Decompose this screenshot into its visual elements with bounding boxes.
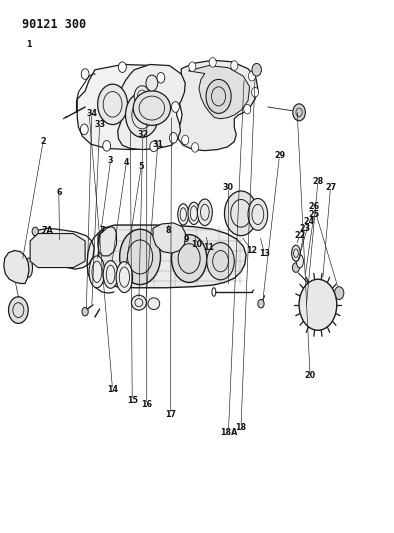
Text: 8: 8 <box>166 226 171 235</box>
Text: 13: 13 <box>259 249 270 259</box>
Circle shape <box>299 279 337 330</box>
Text: 18: 18 <box>235 423 247 432</box>
Circle shape <box>171 102 179 112</box>
Ellipse shape <box>248 198 268 230</box>
Circle shape <box>244 104 251 114</box>
Ellipse shape <box>296 255 303 268</box>
Polygon shape <box>118 64 185 150</box>
Circle shape <box>225 191 257 236</box>
Text: 23: 23 <box>299 224 310 233</box>
Polygon shape <box>188 66 250 119</box>
Text: 10: 10 <box>191 240 203 249</box>
Circle shape <box>252 87 258 97</box>
Circle shape <box>249 71 255 81</box>
Ellipse shape <box>197 199 212 225</box>
Text: 4: 4 <box>124 158 129 167</box>
Circle shape <box>126 93 158 138</box>
Circle shape <box>119 62 126 72</box>
Circle shape <box>120 229 160 285</box>
Circle shape <box>150 141 158 152</box>
Circle shape <box>293 104 305 121</box>
Text: 29: 29 <box>274 151 285 160</box>
Text: 15: 15 <box>127 396 138 405</box>
Polygon shape <box>153 223 186 253</box>
Circle shape <box>146 75 158 91</box>
Text: 27: 27 <box>325 183 336 192</box>
Circle shape <box>302 308 310 319</box>
Circle shape <box>292 263 299 272</box>
Text: 32: 32 <box>137 130 149 139</box>
Circle shape <box>189 62 196 71</box>
Circle shape <box>157 72 165 83</box>
Circle shape <box>258 300 264 308</box>
Text: 17: 17 <box>165 410 176 419</box>
Text: 20: 20 <box>305 371 316 380</box>
Text: 30: 30 <box>223 183 234 192</box>
Polygon shape <box>34 228 94 269</box>
Circle shape <box>103 141 111 151</box>
Ellipse shape <box>26 258 32 277</box>
Text: 14: 14 <box>107 385 118 394</box>
Circle shape <box>252 63 261 76</box>
Circle shape <box>171 235 207 282</box>
Circle shape <box>169 133 177 143</box>
Text: 1: 1 <box>26 40 32 49</box>
Text: 28: 28 <box>312 177 323 186</box>
Circle shape <box>231 61 238 70</box>
Text: 90121 300: 90121 300 <box>22 18 86 31</box>
Text: 26: 26 <box>309 203 320 212</box>
Polygon shape <box>77 64 179 150</box>
Circle shape <box>80 124 88 135</box>
Polygon shape <box>177 60 258 151</box>
Text: 9: 9 <box>183 236 189 245</box>
Text: 33: 33 <box>94 119 105 128</box>
Polygon shape <box>30 233 85 268</box>
Circle shape <box>81 69 89 79</box>
Ellipse shape <box>103 261 118 288</box>
Text: 22: 22 <box>294 231 305 240</box>
Text: 34: 34 <box>86 109 97 118</box>
Circle shape <box>48 237 69 264</box>
Circle shape <box>206 79 231 114</box>
Polygon shape <box>98 227 117 256</box>
Ellipse shape <box>133 91 171 125</box>
Text: 7: 7 <box>99 226 105 235</box>
Text: 12: 12 <box>246 246 258 255</box>
Text: 7A: 7A <box>41 226 53 235</box>
Ellipse shape <box>292 245 300 261</box>
Text: 6: 6 <box>56 188 61 197</box>
Text: 18A: 18A <box>220 428 237 437</box>
Text: 25: 25 <box>309 210 320 219</box>
Circle shape <box>335 287 344 300</box>
Circle shape <box>209 58 216 67</box>
Text: 16: 16 <box>141 400 152 409</box>
Circle shape <box>32 227 38 236</box>
Ellipse shape <box>116 262 133 293</box>
Ellipse shape <box>178 204 189 225</box>
Ellipse shape <box>132 295 146 310</box>
Circle shape <box>207 243 234 280</box>
Circle shape <box>134 86 150 107</box>
Polygon shape <box>4 251 29 284</box>
Text: 11: 11 <box>203 243 214 252</box>
Ellipse shape <box>148 298 160 310</box>
Polygon shape <box>98 225 246 288</box>
Ellipse shape <box>89 256 105 288</box>
Circle shape <box>191 143 199 152</box>
Text: 2: 2 <box>40 137 46 146</box>
Text: 3: 3 <box>108 156 113 165</box>
Circle shape <box>98 84 128 125</box>
Text: 31: 31 <box>152 140 163 149</box>
Circle shape <box>182 135 189 145</box>
Circle shape <box>9 256 24 277</box>
Ellipse shape <box>188 202 200 224</box>
Text: 5: 5 <box>139 162 144 171</box>
Text: 24: 24 <box>304 217 315 226</box>
Circle shape <box>9 297 28 324</box>
Circle shape <box>82 308 88 316</box>
